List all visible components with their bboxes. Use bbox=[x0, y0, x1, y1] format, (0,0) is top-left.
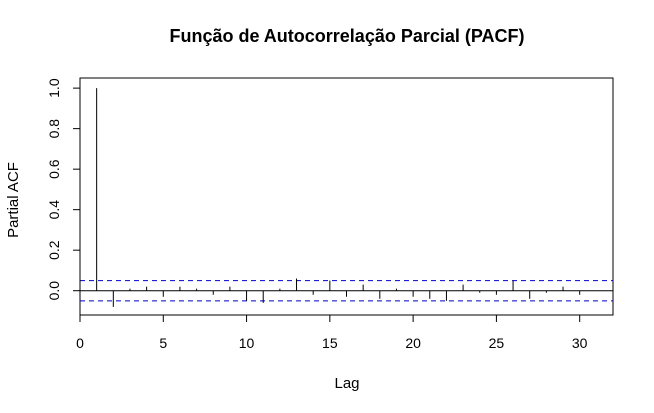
confidence-bounds bbox=[80, 280, 613, 302]
x-tick-label: 10 bbox=[239, 335, 255, 351]
x-axis-label: Lag bbox=[334, 375, 359, 392]
y-tick-label: 0.4 bbox=[46, 200, 62, 220]
chart-title: Função de Autocorrelação Parcial (PACF) bbox=[169, 26, 524, 46]
x-axis: 0 5 10 15 20 25 30 bbox=[76, 314, 588, 351]
x-tick-label: 20 bbox=[405, 335, 421, 351]
x-tick-label: 5 bbox=[159, 335, 167, 351]
y-tick-label: 0.0 bbox=[46, 281, 62, 301]
y-axis-label: Partial ACF bbox=[5, 162, 22, 238]
y-axis: 0.0 0.2 0.4 0.6 0.8 1.0 bbox=[46, 78, 81, 301]
y-tick-label: 0.8 bbox=[46, 119, 62, 139]
y-tick-label: 1.0 bbox=[46, 78, 62, 98]
y-tick-label: 0.2 bbox=[46, 240, 62, 260]
x-tick-label: 0 bbox=[76, 335, 84, 351]
x-tick-label: 25 bbox=[489, 335, 505, 351]
pacf-bars bbox=[96, 88, 581, 307]
plot-frame bbox=[79, 77, 614, 316]
x-tick-label: 15 bbox=[322, 335, 338, 351]
x-tick-label: 30 bbox=[572, 335, 588, 351]
y-tick-label: 0.6 bbox=[46, 159, 62, 179]
